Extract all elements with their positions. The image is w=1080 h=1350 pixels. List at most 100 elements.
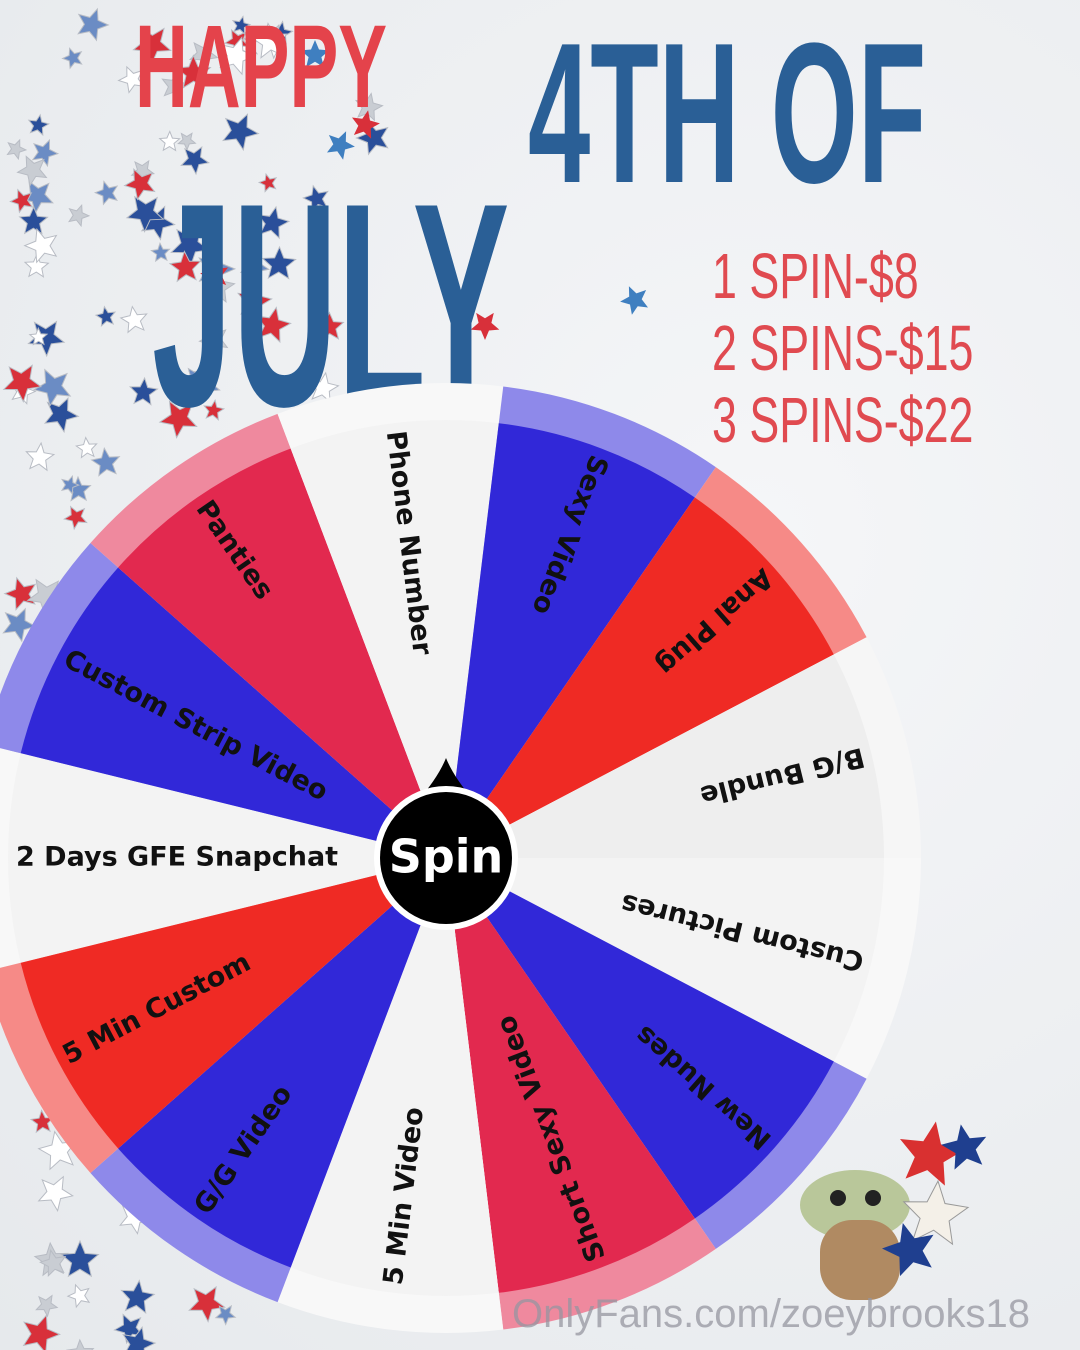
star-icon (16, 155, 48, 187)
star-icon (18, 205, 49, 235)
star-icon (119, 305, 148, 334)
star-icon (180, 145, 210, 176)
wheel-segment[interactable] (446, 654, 884, 858)
price-1-spin: 1 SPIN-$8 (712, 240, 919, 312)
star-icon (900, 1121, 964, 1186)
star-icon (132, 27, 172, 66)
wheel-segment[interactable] (446, 858, 834, 1219)
star-icon (352, 110, 380, 139)
star-icon (158, 130, 181, 152)
star-icon (239, 252, 270, 283)
star-icon (203, 399, 226, 421)
star-icon (37, 1130, 78, 1171)
star-icon (231, 15, 252, 36)
wheel-segment[interactable] (290, 419, 499, 858)
wheel-segment[interactable] (446, 497, 834, 858)
star-icon (200, 260, 228, 289)
star-icon (29, 1109, 55, 1134)
star-icon (250, 22, 288, 59)
star-icon (882, 1223, 934, 1277)
star-icon (125, 195, 165, 233)
star-icon (219, 36, 257, 76)
title-4th-of: 4TH OF (528, 2, 927, 225)
star-icon (222, 113, 260, 152)
title-happy: HAPPY (135, 1, 388, 133)
star-icon (257, 205, 291, 240)
price-3-spins: 3 SPINS-$22 (712, 384, 974, 456)
star-icon (128, 376, 159, 406)
star-icon (237, 282, 273, 319)
star-icon (77, 7, 110, 42)
star-icon (66, 1338, 95, 1350)
baby-yoda-sticker (780, 1120, 1000, 1300)
star-icon (31, 138, 60, 168)
star-icon (9, 188, 34, 214)
star-icon (75, 436, 98, 459)
star-icon (158, 400, 198, 439)
star-icon (470, 312, 500, 340)
star-icon (314, 311, 345, 341)
star-icon (28, 326, 49, 346)
star-icon (60, 474, 81, 495)
star-icon (620, 286, 648, 315)
star-icon (2, 364, 43, 403)
wheel-segment[interactable] (446, 858, 695, 1293)
wheel-segment[interactable] (20, 567, 447, 858)
wheel-segment[interactable] (446, 858, 884, 1062)
star-icon (23, 227, 58, 264)
watermark: OnlyFans.com/zoeybrooks18 (512, 1292, 1031, 1336)
star-icon (90, 447, 121, 477)
star-icon (214, 1304, 237, 1326)
star-icon (66, 1283, 91, 1309)
star-icon (27, 113, 50, 137)
star-icon (188, 1285, 226, 1323)
star-icon (2, 607, 37, 643)
star-icon (63, 505, 88, 531)
star-icon (61, 47, 83, 70)
star-icon (60, 1239, 100, 1278)
star-icon (302, 184, 329, 213)
sticker-stars (882, 1121, 987, 1277)
star-icon (93, 180, 119, 206)
price-2-spins: 2 SPINS-$15 (712, 312, 974, 384)
star-icon (122, 1326, 157, 1350)
star-icon (177, 132, 197, 151)
wheel-segment[interactable] (118, 858, 447, 1268)
star-icon (39, 1249, 67, 1277)
star-icon (941, 1124, 987, 1170)
star-icon (150, 242, 171, 263)
wheel-segment[interactable] (290, 858, 499, 1296)
wheel-segment[interactable] (20, 858, 447, 1149)
star-icon (22, 1314, 61, 1350)
star-icon (6, 138, 28, 161)
star-icon (19, 180, 54, 215)
star-icon (327, 131, 355, 160)
star-icon (902, 1179, 970, 1246)
star-icon (308, 371, 340, 404)
star-icon (23, 252, 50, 278)
star-icon (68, 203, 91, 228)
star-icon (168, 250, 202, 283)
spin-button[interactable] (380, 792, 512, 924)
star-icon (300, 40, 330, 68)
star-icon (123, 168, 156, 201)
wheel-segment[interactable] (118, 448, 447, 858)
star-icon (35, 1294, 59, 1318)
star-icon (120, 1279, 156, 1315)
star-icon (64, 475, 92, 502)
star-icon (175, 54, 212, 89)
star-icon (180, 366, 221, 406)
wheel-segment[interactable] (446, 423, 695, 858)
star-icon (25, 441, 56, 472)
star-icon (37, 1175, 74, 1212)
star-icon (32, 368, 72, 408)
wheel-segment[interactable] (7, 753, 447, 963)
star-icon (198, 324, 229, 356)
star-icon (188, 40, 219, 70)
star-icon (94, 305, 117, 327)
spin-button-label: Spin (389, 830, 504, 884)
wheel-segment-label: 2 Days GFE Snapchat (16, 842, 338, 873)
star-icon (257, 172, 278, 193)
star-icon (261, 245, 297, 280)
